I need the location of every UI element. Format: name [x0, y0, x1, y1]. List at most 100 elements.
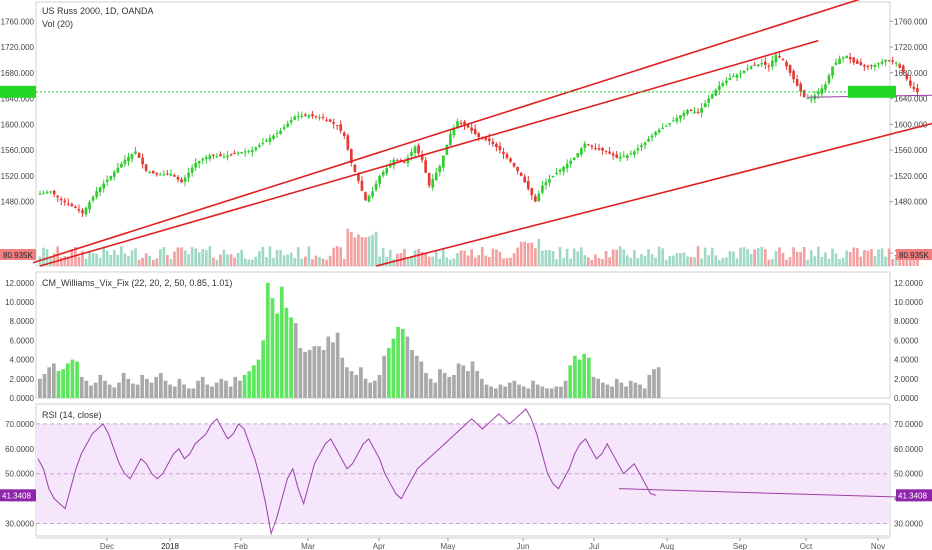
vix-bar — [386, 348, 391, 398]
volume-bar — [162, 246, 166, 266]
volume-bar — [480, 247, 484, 266]
volume-bar — [392, 259, 396, 266]
candle-body — [901, 65, 905, 73]
price-tick-right: 1680.000 — [894, 69, 928, 78]
candle-body — [668, 123, 672, 125]
candle-body — [88, 202, 91, 210]
volume-bar — [802, 246, 806, 266]
candle-body — [63, 200, 67, 203]
candle-body — [371, 191, 374, 197]
volume-bar — [735, 258, 739, 266]
rsi-trendline — [619, 488, 932, 499]
volume-bar — [449, 259, 452, 266]
candle-body — [219, 154, 222, 157]
vix-bar — [493, 388, 498, 398]
candle-body — [894, 62, 898, 64]
vix-tick-left: 10.0000 — [5, 298, 34, 307]
time-axis-label: Jun — [517, 542, 530, 550]
volume-bar — [342, 259, 346, 266]
vix-bar — [238, 380, 242, 398]
vix-bar — [456, 363, 461, 398]
price-tick-left: 1720.000 — [1, 43, 35, 52]
volume-bar — [817, 246, 820, 266]
candle-body — [176, 176, 180, 180]
candle-body — [392, 159, 396, 166]
vix-bar — [303, 351, 307, 398]
volume-bar — [880, 248, 884, 266]
candle-body — [569, 160, 573, 164]
volume-bar — [696, 246, 700, 266]
candle-body — [466, 124, 470, 128]
volume-bar — [102, 246, 106, 266]
price-tick-left: 1760.000 — [1, 17, 35, 26]
candle-body — [137, 152, 141, 158]
candle-body — [449, 134, 452, 146]
volume-badge-left — [0, 249, 36, 260]
vix-bar — [442, 373, 447, 398]
candle-body — [640, 145, 643, 148]
candle-body — [785, 61, 788, 67]
volume-bar — [809, 250, 813, 266]
candle-body — [357, 173, 360, 182]
vix-tick-right: 10.0000 — [894, 298, 923, 307]
volume-bar — [194, 248, 197, 266]
rsi-tick-left: 30.0000 — [5, 520, 34, 529]
volume-bar — [180, 247, 183, 266]
candle-body — [530, 188, 534, 196]
vix-bar — [51, 363, 56, 398]
candle-body — [81, 210, 84, 214]
vix-bar — [512, 380, 517, 398]
volume-bar — [385, 256, 389, 266]
candle-body — [781, 59, 785, 61]
volume-bar — [643, 255, 647, 266]
candle-body — [778, 56, 781, 58]
volume-bar — [746, 248, 749, 266]
volume-bar — [127, 256, 130, 266]
candle-body — [633, 151, 636, 155]
vix-bar — [633, 382, 638, 398]
rsi-tick-right: 70.0000 — [894, 420, 923, 429]
candle-body — [742, 70, 746, 74]
volume-bar — [491, 248, 495, 266]
volume-bar — [427, 256, 431, 266]
candle-body — [597, 148, 601, 150]
volume-bar — [544, 249, 548, 266]
candle-body — [197, 161, 201, 164]
vix-bar — [321, 350, 326, 398]
vix-tick-left: 8.0000 — [10, 317, 35, 326]
candle-body — [615, 154, 619, 158]
candle-body — [491, 141, 495, 145]
vix-bar — [168, 384, 172, 398]
price-tick-right: 1640.000 — [894, 95, 928, 104]
candle-body — [671, 120, 675, 122]
vix-bar — [61, 369, 65, 398]
candle-body — [445, 144, 449, 155]
vix-bar — [233, 376, 238, 398]
volume-bar — [197, 252, 201, 266]
candle-body — [647, 138, 650, 142]
candle-body — [870, 65, 873, 67]
candle-body — [898, 64, 902, 68]
candle-body — [406, 157, 410, 164]
volume-bar — [463, 250, 466, 266]
candle-body — [258, 145, 261, 147]
candle-body — [318, 117, 321, 119]
last-price-badge-left — [0, 85, 36, 98]
candle-body — [852, 57, 856, 63]
channel-upper — [39, 39, 819, 267]
vix-bar — [70, 359, 75, 398]
vix-bar — [400, 328, 405, 398]
time-axis-label: 2018 — [161, 542, 179, 550]
vix-bar — [586, 357, 591, 398]
volume-bar — [863, 250, 866, 266]
candle-body — [105, 179, 109, 182]
vix-bar — [405, 336, 410, 398]
vix-bar — [135, 384, 140, 398]
vix-bar — [289, 317, 293, 398]
candle-body — [70, 204, 74, 207]
volume-bar — [360, 237, 364, 266]
vix-bar — [489, 386, 494, 398]
vix-bar — [242, 374, 247, 398]
